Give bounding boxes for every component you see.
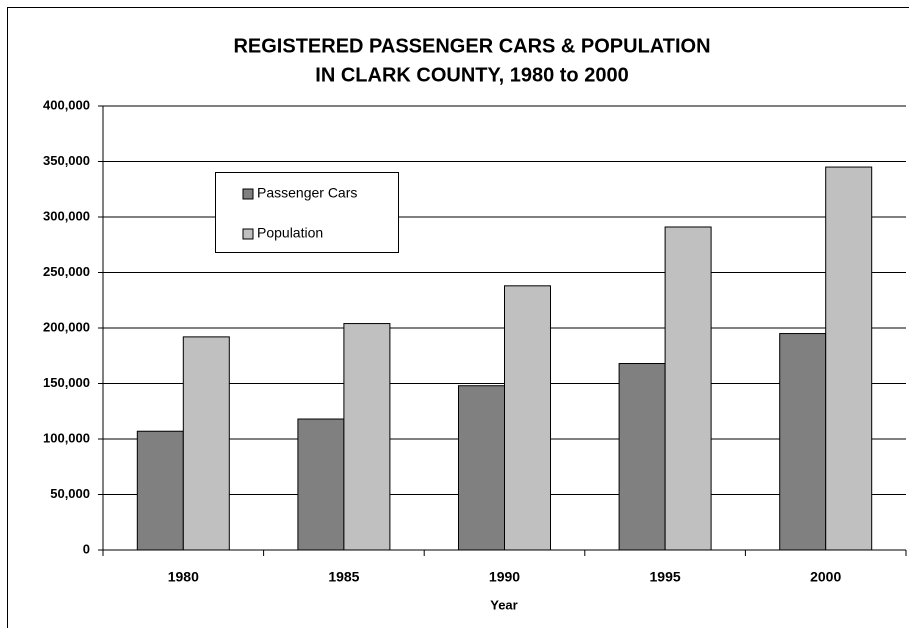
bar: [825, 166, 873, 551]
y-tick-label: 50,000: [50, 486, 90, 501]
y-tick-label: 200,000: [43, 319, 90, 334]
y-tick-label: 250,000: [43, 264, 90, 279]
chart-title: IN CLARK COUNTY, 1980 to 2000: [315, 64, 628, 86]
legend-swatch: [242, 188, 254, 200]
x-tick-label: 1990: [489, 569, 520, 585]
chart-title: REGISTERED PASSENGER CARS & POPULATION: [233, 35, 710, 57]
bar: [458, 385, 505, 551]
x-axis-label: Year: [490, 597, 517, 612]
x-tick-label: 2000: [810, 569, 841, 585]
x-tick-label: 1995: [650, 569, 681, 585]
y-tick-label: 0: [83, 541, 90, 556]
bar: [136, 430, 184, 551]
x-tick-label: 1985: [328, 569, 359, 585]
y-tick-label: 400,000: [43, 97, 90, 112]
x-tick-label: 1980: [168, 569, 199, 585]
y-tick-label: 150,000: [43, 375, 90, 390]
y-tick-label: 350,000: [43, 153, 90, 168]
y-tick-label: 100,000: [43, 430, 90, 445]
bar: [343, 323, 391, 551]
bar: [504, 285, 551, 551]
bar: [182, 336, 230, 551]
bar: [664, 226, 712, 551]
legend-label: Population: [257, 225, 323, 241]
bar: [779, 333, 827, 551]
bar: [297, 418, 345, 551]
legend-swatch: [242, 228, 254, 240]
y-tick-label: 300,000: [43, 208, 90, 223]
legend-label: Passenger Cars: [257, 185, 357, 201]
bar: [618, 363, 666, 551]
